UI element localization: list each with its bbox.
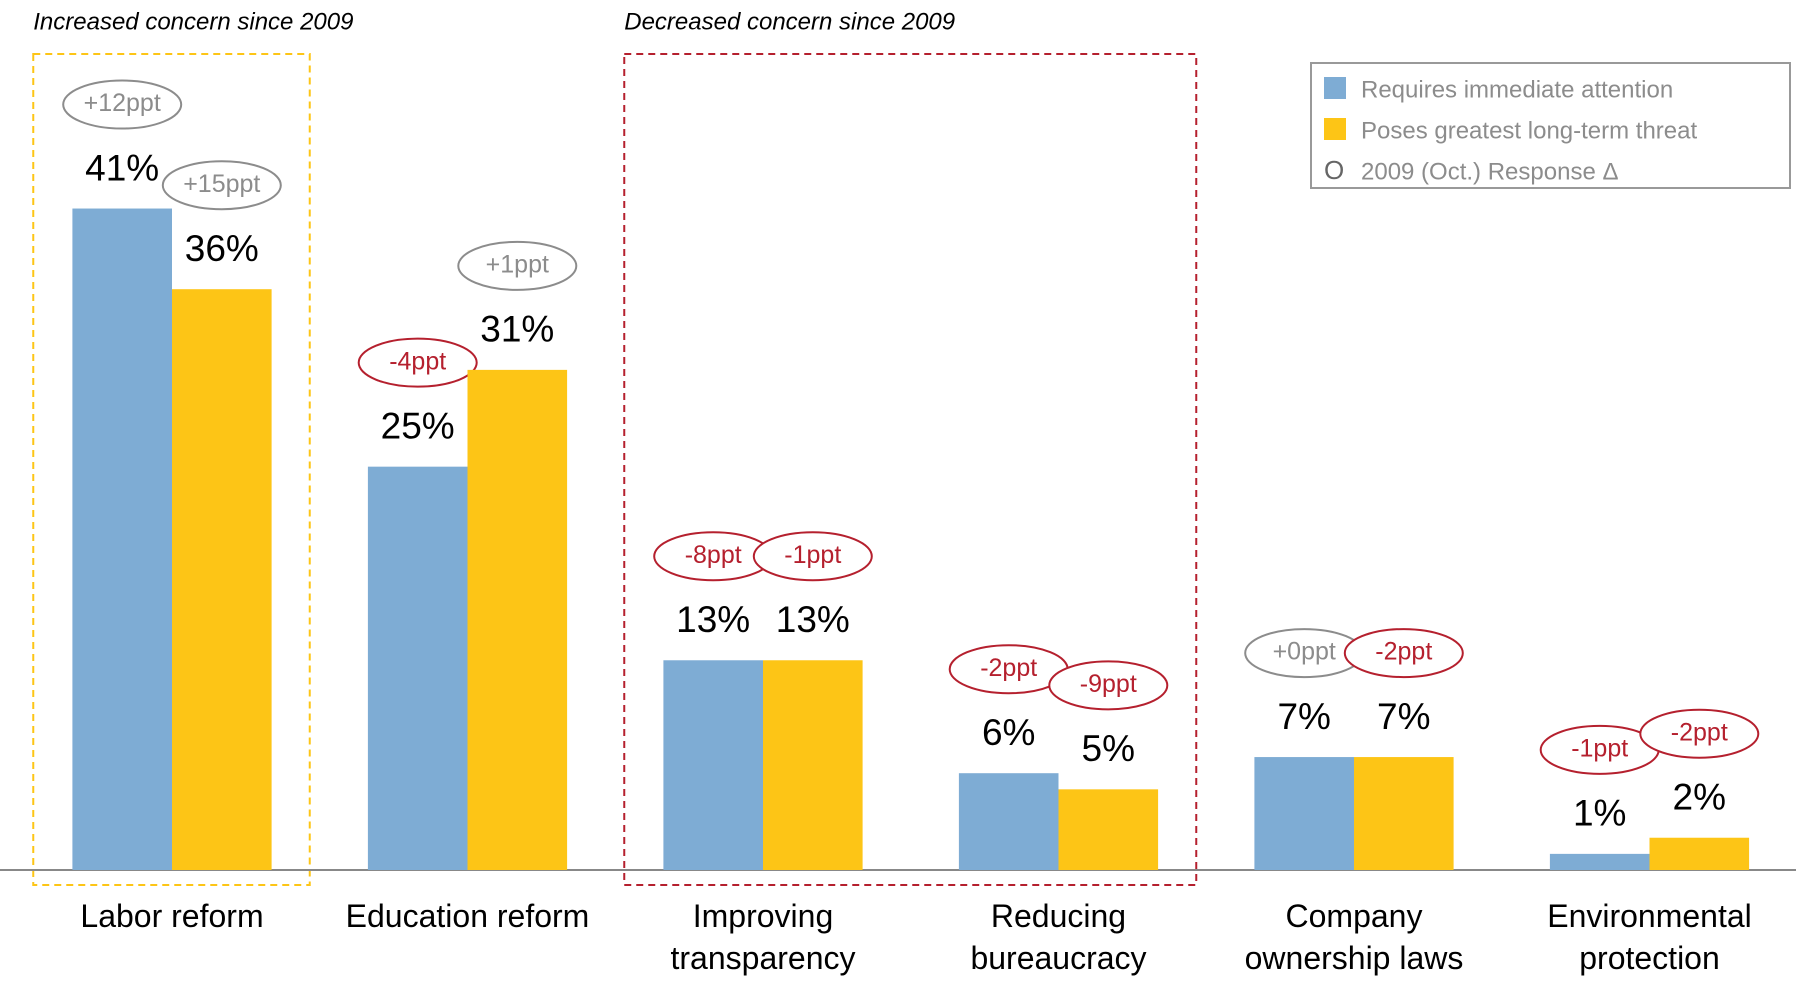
change-oval	[161, 160, 282, 211]
value-label: 13%	[776, 599, 850, 640]
value-label: 25%	[381, 405, 455, 446]
change-label: +12ppt	[84, 89, 161, 117]
legend-label: Requires immediate attention	[1361, 76, 1673, 103]
bar	[1058, 789, 1159, 870]
change-oval	[1639, 708, 1760, 759]
x-tick-label: Environmental protection	[1547, 898, 1752, 976]
value-label: 31%	[480, 309, 554, 350]
bar	[367, 466, 468, 870]
bar	[1354, 757, 1454, 870]
bar	[1649, 837, 1750, 870]
bar	[1254, 757, 1354, 870]
annotation-box	[32, 53, 311, 886]
change-oval	[457, 240, 578, 291]
bar	[763, 660, 863, 870]
value-label: 13%	[676, 599, 750, 640]
x-tick-label: Improving transparency	[670, 898, 856, 976]
change-label: -2ppt	[1671, 718, 1728, 746]
bar	[663, 660, 763, 870]
value-label: 1%	[1573, 793, 1626, 834]
bar	[958, 773, 1059, 870]
change-label: -1ppt	[1571, 734, 1628, 762]
change-label: -4ppt	[389, 347, 446, 375]
change-label: +1ppt	[486, 250, 549, 278]
bar	[467, 369, 568, 870]
value-label: 5%	[1082, 728, 1135, 769]
value-label: 2%	[1673, 777, 1726, 818]
bar	[172, 289, 272, 870]
legend-swatch	[1324, 118, 1346, 140]
change-label: +15ppt	[183, 170, 260, 198]
legend-label: Poses greatest long-term threat	[1361, 117, 1697, 144]
x-tick-label: Labor reform	[80, 898, 264, 934]
change-label: -1ppt	[784, 541, 841, 569]
legend-swatch	[1324, 77, 1346, 99]
annotation-box	[623, 53, 1198, 886]
change-label: -8ppt	[685, 541, 742, 569]
x-tick-label: Education reform	[345, 898, 590, 934]
legend-box	[1310, 62, 1791, 189]
x-tick-label: Company ownership laws	[1244, 898, 1464, 976]
change-oval	[62, 79, 183, 130]
annotation-label: Increased concern since 2009	[33, 8, 353, 35]
change-oval	[1343, 628, 1464, 679]
value-label: 6%	[982, 712, 1035, 753]
annotation-label: Decreased concern since 2009	[624, 8, 955, 35]
change-label: -2ppt	[1375, 638, 1432, 666]
change-oval	[357, 337, 478, 388]
value-label: 36%	[185, 228, 259, 269]
change-oval	[1048, 660, 1169, 711]
legend-marker: O	[1324, 155, 1344, 185]
value-label: 41%	[85, 147, 159, 188]
change-label: -2ppt	[980, 654, 1037, 682]
value-label: 7%	[1277, 696, 1330, 737]
change-label: -9ppt	[1080, 670, 1137, 698]
value-label: 7%	[1377, 696, 1430, 737]
change-oval	[752, 531, 873, 582]
bar	[72, 208, 172, 871]
legend-label: 2009 (Oct.) Response Δ	[1361, 158, 1618, 185]
bar	[1549, 853, 1650, 870]
change-label: +0ppt	[1273, 638, 1336, 666]
x-tick-label: Reducing bureaucracy	[970, 898, 1147, 976]
